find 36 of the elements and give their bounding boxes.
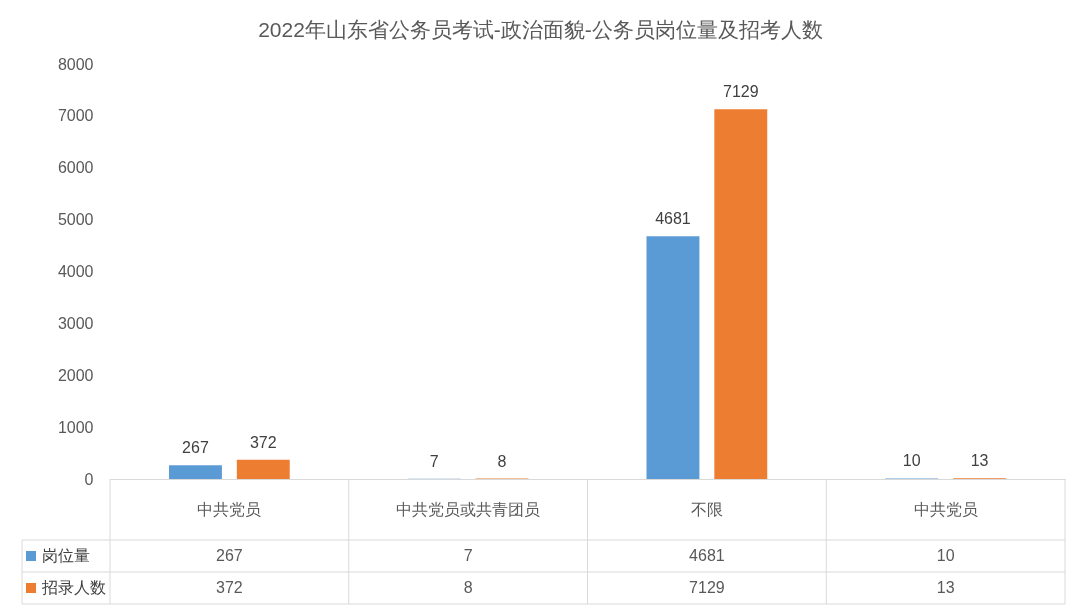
- y-tick-label: 1000: [57, 418, 94, 436]
- data-label: 8: [497, 452, 507, 470]
- y-tick-label: 4000: [57, 263, 94, 280]
- bar: [236, 459, 290, 479]
- y-tick-label: 7000: [57, 107, 94, 125]
- bar: [714, 109, 768, 479]
- legend-label: 招录人数: [41, 579, 106, 596]
- data-label: 4681: [689, 547, 725, 564]
- data-label: 267: [182, 439, 209, 457]
- data-label: 7: [429, 452, 439, 470]
- y-tick-label: 8000: [57, 55, 94, 73]
- category-label: 不限: [690, 500, 723, 518]
- data-label: 7129: [689, 579, 725, 596]
- legend-label: 岗位量: [42, 547, 90, 564]
- data-label: 13: [970, 452, 989, 470]
- chart-title: 2022年山东省公务员考试-政治面貌-公务员岗位量及招考人数: [258, 18, 823, 41]
- data-label: 372: [216, 579, 243, 596]
- data-label: 10: [936, 547, 955, 564]
- data-label: 267: [216, 547, 243, 564]
- bar: [646, 236, 700, 479]
- y-tick-label: 3000: [57, 314, 94, 332]
- y-tick-label: 2000: [57, 366, 94, 384]
- data-label: 13: [936, 579, 955, 596]
- data-label: 8: [463, 579, 473, 596]
- data-label: 7129: [722, 83, 759, 101]
- bar: [169, 465, 222, 479]
- y-tick-label: 0: [84, 470, 94, 488]
- category-label: 中共党员: [197, 500, 262, 518]
- data-label: 4681: [655, 210, 691, 228]
- data-label: 7: [463, 547, 473, 564]
- y-tick-label: 5000: [57, 211, 94, 229]
- data-label: 372: [249, 433, 277, 451]
- category-label: 中共党员: [913, 500, 978, 518]
- category-label: 中共党员或共青团员: [396, 500, 541, 518]
- data-label: 10: [902, 452, 921, 470]
- y-tick-label: 6000: [57, 159, 94, 177]
